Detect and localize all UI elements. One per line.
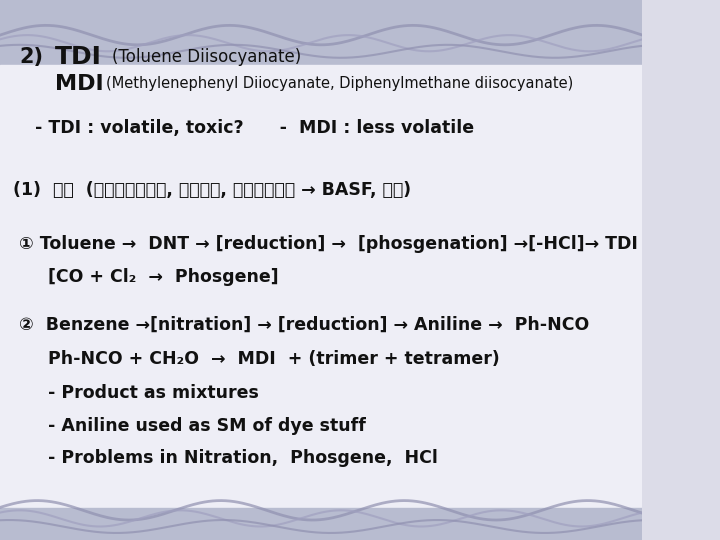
Text: (1)  제법  (한국화인케미칼, 진양화학, 동양제철화학 → BASF, 중국): (1) 제법 (한국화인케미칼, 진양화학, 동양제철화학 → BASF, 중국…	[13, 181, 411, 199]
Bar	[0, 508, 642, 540]
Text: [CO + Cl₂  →  Phosgene]: [CO + Cl₂ → Phosgene]	[48, 268, 279, 286]
Text: TDI: TDI	[55, 45, 102, 69]
Text: ②  Benzene →[nitration] → [reduction] → Aniline →  Ph-NCO: ② Benzene →[nitration] → [reduction] → A…	[19, 316, 590, 334]
Text: (Toluene Diisocyanate): (Toluene Diisocyanate)	[112, 48, 302, 66]
Text: - Aniline used as SM of dye stuff: - Aniline used as SM of dye stuff	[48, 417, 366, 435]
Text: - Product as mixtures: - Product as mixtures	[48, 384, 259, 402]
Text: 2): 2)	[19, 46, 43, 67]
Text: - TDI : volatile, toxic?      -  MDI : less volatile: - TDI : volatile, toxic? - MDI : less vo…	[35, 119, 474, 137]
Text: (Methylenephenyl Diiocyanate, Diphenylmethane diisocyanate): (Methylenephenyl Diiocyanate, Diphenylme…	[106, 76, 573, 91]
Text: Ph-NCO + CH₂O  →  MDI  + (trimer + tetramer): Ph-NCO + CH₂O → MDI + (trimer + tetramer…	[48, 350, 500, 368]
Text: MDI: MDI	[55, 73, 103, 94]
Text: - Problems in Nitration,  Phosgene,  HCl: - Problems in Nitration, Phosgene, HCl	[48, 449, 438, 467]
Bar	[0, 65, 642, 540]
Text: ① Toluene →  DNT → [reduction] →  [phosgenation] →[-HCl]→ TDI: ① Toluene → DNT → [reduction] → [phosgen…	[19, 235, 638, 253]
Bar	[0, 0, 642, 65]
